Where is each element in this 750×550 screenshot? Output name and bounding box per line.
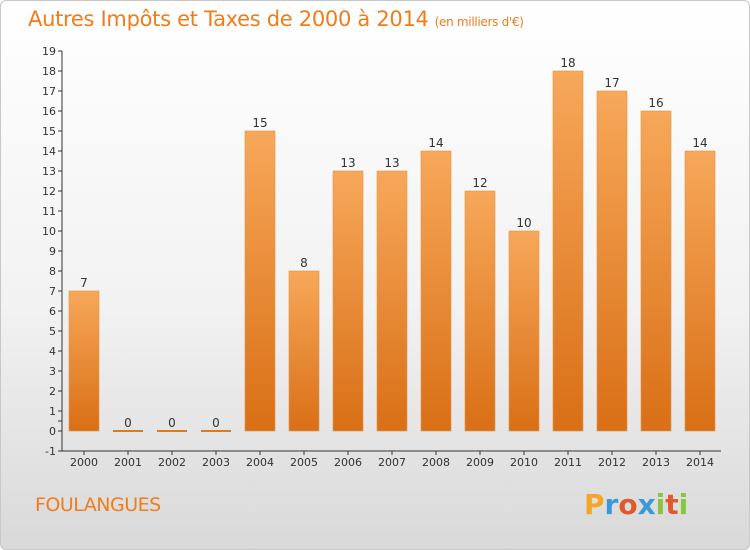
y-tick-label: 17	[42, 85, 56, 98]
x-tick-label: 2010	[510, 456, 538, 469]
bar	[552, 70, 584, 432]
bar	[288, 270, 320, 432]
proxiti-logo[interactable]: Proxiti	[584, 488, 689, 521]
y-tick-label: 16	[42, 105, 56, 118]
y-tick-label: 7	[49, 285, 56, 298]
data-label: 14	[692, 136, 707, 150]
y-tick-label: 13	[42, 165, 56, 178]
x-tick-label: 2012	[598, 456, 626, 469]
y-tick-label: 6	[49, 305, 56, 318]
data-label: 0	[168, 416, 176, 430]
x-tick-label: 2014	[686, 456, 714, 469]
bar	[332, 170, 364, 432]
y-tick-label: 8	[49, 265, 56, 278]
y-tick-label: 0	[49, 425, 56, 438]
y-tick-label: 14	[42, 145, 56, 158]
x-tick-label: 2001	[114, 456, 142, 469]
x-tick-label: 2011	[554, 456, 582, 469]
y-tick-label: 12	[42, 185, 56, 198]
bar	[684, 150, 716, 432]
bar	[508, 230, 540, 432]
x-tick-label: 2008	[422, 456, 450, 469]
data-label: 17	[604, 76, 619, 90]
bars: 7 0 0 0 15 8 13 13 14 12 10 18 17 16 14	[68, 56, 716, 432]
data-label: 7	[80, 276, 88, 290]
data-label: 16	[648, 96, 663, 110]
y-tick-label: 2	[49, 385, 56, 398]
x-tick-label: 2007	[378, 456, 406, 469]
chart-title: Autres Impôts et Taxes de 2000 à 2014 (en…	[28, 7, 524, 31]
x-tick-label: 2006	[334, 456, 362, 469]
commune-name: FOULANGUES	[35, 494, 161, 516]
y-tick-label: 1	[49, 405, 56, 418]
x-tick-label: 2009	[466, 456, 494, 469]
x-tick-label: 2002	[158, 456, 186, 469]
data-label: 0	[124, 416, 132, 430]
bar	[376, 170, 408, 432]
x-tick-label: 2003	[202, 456, 230, 469]
data-label: 8	[300, 256, 308, 270]
y-tick-label: 9	[49, 245, 56, 258]
data-label: 12	[472, 176, 487, 190]
data-label: 15	[252, 116, 267, 130]
data-label: 13	[384, 156, 399, 170]
bar	[464, 190, 496, 432]
y-tick-label: 15	[42, 125, 56, 138]
x-tick-label: 2004	[246, 456, 274, 469]
bar	[640, 110, 672, 432]
y-tick-label: 10	[42, 225, 56, 238]
chart-title-unit: (en milliers d'€)	[434, 15, 524, 29]
y-tick-label: 3	[49, 365, 56, 378]
x-tick-label: 2000	[70, 456, 98, 469]
y-tick-label: 4	[49, 345, 56, 358]
y-tick-label: -1	[45, 445, 56, 458]
bar	[244, 130, 276, 432]
data-label: 0	[212, 416, 220, 430]
y-tick-label: 5	[49, 325, 56, 338]
y-tick-label: 19	[42, 45, 56, 58]
y-tick-label: 18	[42, 65, 56, 78]
bar	[420, 150, 452, 432]
data-label: 14	[428, 136, 443, 150]
data-label: 13	[340, 156, 355, 170]
y-tick-label: 11	[42, 205, 56, 218]
bar	[596, 90, 628, 432]
data-label: 18	[560, 56, 575, 70]
bar	[68, 290, 100, 432]
data-label: 10	[516, 216, 531, 230]
chart-title-main: Autres Impôts et Taxes de 2000 à 2014	[28, 7, 429, 31]
x-tick-label: 2013	[642, 456, 670, 469]
x-tick-label: 2005	[290, 456, 318, 469]
